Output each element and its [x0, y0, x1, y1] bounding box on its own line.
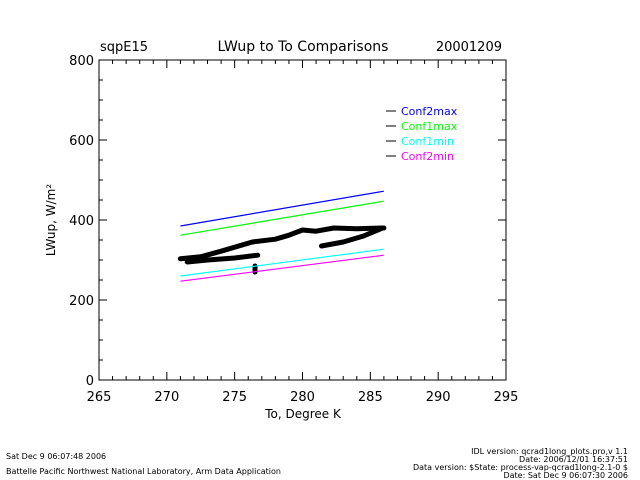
observation-trace — [177, 225, 387, 262]
observation-trace — [318, 225, 386, 249]
x-tick-label: 280 — [290, 390, 315, 405]
y-tick-label: 200 — [69, 294, 94, 309]
footer-org: Battelle Pacific Northwest National Labo… — [6, 467, 281, 476]
legend-label: Conf2max — [401, 105, 458, 118]
series-line-conf2max — [180, 190, 385, 227]
footer-idl-version: IDL version: qcrad1long_plots.pro,v 1.1 — [471, 447, 628, 456]
footer-data-version: Data version: $State: process-vap-qcrad1… — [412, 463, 628, 472]
y-tick-label: 0 — [86, 374, 94, 389]
y-axis-label: LWup, W/m² — [44, 184, 58, 256]
y-tick-label: 400 — [69, 214, 94, 229]
legend-label: Conf2min — [401, 150, 454, 163]
x-tick-label: 290 — [426, 390, 451, 405]
x-tick-label: 265 — [87, 390, 112, 405]
legend-label: Conf1max — [401, 120, 458, 133]
chart-title: LWup to To Comparisons — [218, 39, 389, 55]
footer-date1: Date: 2006/12/01 16:37:51 — [519, 455, 628, 464]
series-line-conf2min — [180, 254, 384, 282]
series-line-conf1min — [180, 248, 384, 277]
x-axis-label: To, Degree K — [264, 407, 342, 421]
footer-date: Sat Dec 9 06:07:48 2006 — [6, 452, 107, 461]
x-tick-label: 270 — [154, 390, 179, 405]
x-tick-label: 295 — [494, 390, 519, 405]
title-left: sqpE15 — [100, 40, 148, 55]
y-tick-label: 800 — [69, 54, 94, 69]
x-tick-label: 275 — [222, 390, 247, 405]
legend-label: Conf1min — [401, 135, 454, 148]
x-tick-label: 285 — [358, 390, 383, 405]
series-line-conf1max — [180, 200, 384, 236]
y-tick-label: 600 — [69, 134, 94, 149]
observation-trace — [184, 252, 261, 265]
footer-date2: Date: Sat Dec 9 06:07:30 2006 — [503, 471, 628, 480]
title-right: 20001209 — [436, 40, 502, 55]
